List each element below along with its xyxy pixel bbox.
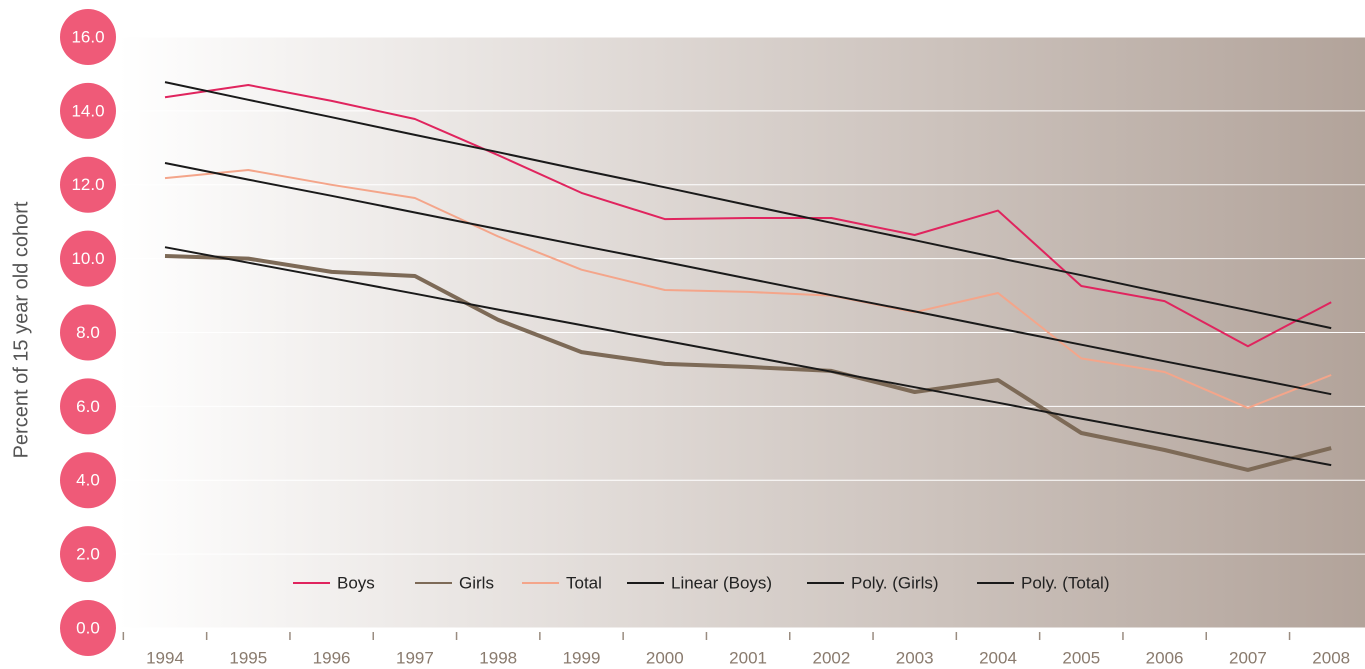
y-tick-label: 14.0 (71, 101, 104, 120)
y-tick-badge (60, 82, 116, 139)
y-tick-label: 6.0 (76, 397, 100, 416)
legend-label: Poly. (Total) (1021, 573, 1110, 592)
legend-label: Poly. (Girls) (851, 573, 939, 592)
x-tick-label: 2007 (1229, 648, 1267, 667)
x-tick-label: 1998 (479, 648, 517, 667)
x-tick-label: 2008 (1312, 648, 1350, 667)
y-tick-badge (60, 156, 116, 213)
grid (118, 36, 1365, 629)
series-line (164, 246, 1332, 467)
y-tick-badge (60, 304, 116, 361)
y-tick-label: 8.0 (76, 323, 100, 342)
series-line (164, 254, 1332, 472)
y-tick-label: 0.0 (76, 618, 100, 637)
y-tick-label: 10.0 (71, 249, 104, 268)
x-tick-label: 2006 (1146, 648, 1184, 667)
y-tick-badge (60, 230, 116, 287)
x-tick-label: 2001 (729, 648, 767, 667)
legend-label: Girls (459, 573, 494, 592)
y-tick-label: 4.0 (76, 471, 100, 490)
y-axis-title: Percent of 15 year old cohort (10, 201, 32, 458)
y-tick-label: 2.0 (76, 545, 100, 564)
legend-label: Boys (337, 573, 375, 592)
y-tick-label: 16.0 (71, 27, 104, 46)
y-tick-label: 12.0 (71, 175, 104, 194)
x-tick-label: 1997 (396, 648, 434, 667)
legend: Boys Girls Total Linear (Boys) Poly. (Girls)… (293, 573, 1110, 592)
series-line (164, 169, 1332, 409)
series-line (164, 162, 1332, 396)
x-tick-label: 2000 (646, 648, 684, 667)
y-tick-badge (60, 526, 116, 583)
lines (164, 81, 1332, 472)
x-tick-label: 2004 (979, 648, 1017, 667)
x-tick-label: 1994 (146, 648, 184, 667)
y-tick-badge (60, 378, 116, 435)
x-tick-label: 2005 (1062, 648, 1100, 667)
x-tick-label: 2002 (812, 648, 850, 667)
y-tick-badge (60, 452, 116, 509)
ticks: 0.0 2.0 4.0 6.0 8.0 10.0 12.0 14.0 16.0 1994 1995 1… (60, 9, 1350, 667)
x-tick-label: 1999 (563, 648, 601, 667)
y-tick-badge (60, 600, 116, 656)
x-tick-label: 1995 (229, 648, 267, 667)
legend-label: Linear (Boys) (671, 573, 772, 592)
y-tick-badge (60, 9, 116, 65)
x-tick-label: 2003 (896, 648, 934, 667)
legend-label: Total (566, 573, 602, 592)
series-line (164, 81, 1332, 330)
x-tick-label: 1996 (313, 648, 351, 667)
series-line (164, 84, 1332, 348)
